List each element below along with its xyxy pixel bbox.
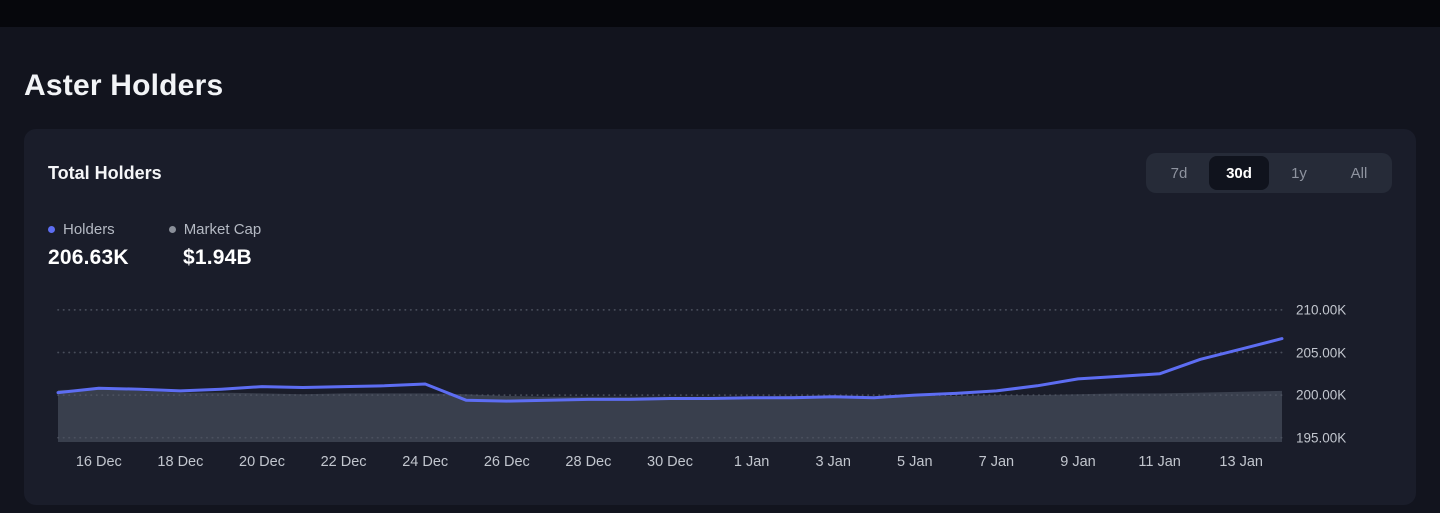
y-axis-label: 200.00K <box>1296 387 1347 403</box>
x-axis-label: 9 Jan <box>1060 454 1096 470</box>
legend-label-market-cap: Market Cap <box>183 221 262 238</box>
range-button-30d[interactable]: 30d <box>1209 156 1269 190</box>
x-axis: 16 Dec 18 Dec 20 Dec 22 Dec 24 Dec 26 Dec 28 D… <box>58 454 1282 476</box>
x-axis-label: 20 Dec <box>239 454 285 470</box>
x-axis-label: 28 Dec <box>565 454 612 470</box>
y-axis: 210.00K 205.00K 200.00K 195.00K <box>1296 292 1392 446</box>
range-button-7d[interactable]: 7d <box>1149 156 1209 190</box>
x-axis-label: 7 Jan <box>978 454 1015 470</box>
legend-item-holders: Holders <box>48 221 115 238</box>
holders-value: 206.63K <box>48 246 129 269</box>
x-axis-label: 5 Jan <box>897 454 933 470</box>
legend-item-market-cap: Market Cap <box>168 221 262 238</box>
metric-values: 206.63K $1.94B <box>48 246 1392 270</box>
chart-legend: Holders Market Cap <box>48 221 1392 238</box>
x-axis-label: 11 Jan <box>1138 454 1181 470</box>
holders-dot-icon <box>48 226 55 233</box>
x-axis-label: 3 Jan <box>815 454 851 470</box>
x-axis-label: 16 Dec <box>75 454 122 470</box>
time-range-selector: 7d 30d 1y All <box>1146 153 1392 193</box>
x-axis-label: 13 Jan <box>1219 454 1263 470</box>
y-axis-label: 205.00K <box>1296 345 1347 360</box>
x-axis-label: 1 Jan <box>733 454 770 470</box>
x-axis-label: 30 Dec <box>647 454 693 470</box>
total-holders-card: Total Holders 7d 30d 1y All Holders Mark… <box>24 129 1416 505</box>
x-axis-label: 26 Dec <box>483 454 530 470</box>
range-button-all[interactable]: All <box>1329 156 1389 190</box>
x-axis-label: 18 Dec <box>157 454 204 470</box>
market-cap-value: $1.94B <box>183 246 252 269</box>
top-app-bar <box>0 0 1440 27</box>
x-axis-label: 24 Dec <box>402 454 449 470</box>
range-button-1y[interactable]: 1y <box>1269 156 1329 190</box>
y-axis-label: 195.00K <box>1296 430 1347 446</box>
card-header: Total Holders 7d 30d 1y All <box>48 153 1392 193</box>
holders-line-chart[interactable] <box>56 292 1284 442</box>
card-title: Total Holders <box>48 162 162 183</box>
plot-column: 16 Dec 18 Dec 20 Dec 22 Dec 24 Dec 26 Dec 28 D… <box>48 292 1284 476</box>
legend-label-holders: Holders <box>63 221 115 238</box>
holders-chart-area: 16 Dec 18 Dec 20 Dec 22 Dec 24 Dec 26 Dec 28 D… <box>48 292 1392 476</box>
y-axis-label: 210.00K <box>1296 302 1347 318</box>
x-axis-label: 22 Dec <box>320 454 367 470</box>
page-title: Aster Holders <box>24 69 224 102</box>
market-cap-dot-icon <box>168 226 176 233</box>
